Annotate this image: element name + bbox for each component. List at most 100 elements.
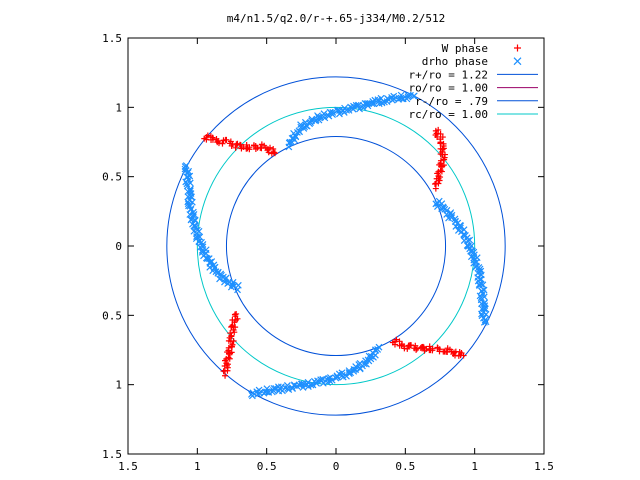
w-phase-point [429, 345, 436, 352]
w-phase-point [230, 337, 237, 344]
w-phase-point [228, 323, 235, 330]
w-phase-point [391, 341, 398, 348]
y-tick-label: 1 [115, 101, 122, 114]
drho-phase-point [293, 129, 301, 136]
w-phase-point [432, 185, 439, 192]
drho-phase-point [334, 106, 342, 114]
drho-phase-point [186, 202, 194, 210]
w-phase-point [437, 136, 444, 143]
w-phase-point [443, 348, 450, 355]
y-tick-label: 1.5 [102, 32, 122, 45]
drho-phase-point [285, 386, 293, 394]
legend-label: r+/ro = 1.22 [409, 68, 488, 81]
drho-phase-point [182, 178, 190, 186]
drho-phase-point [210, 261, 218, 269]
legend-label: r-/ro = .79 [415, 95, 488, 108]
w-phase-point [231, 329, 238, 336]
w-phase-point [228, 349, 235, 356]
w-phase-point [440, 162, 447, 169]
drho-phase-point [216, 275, 224, 283]
legend-label: rc/ro = 1.00 [409, 108, 488, 121]
w-phase-point [270, 145, 277, 152]
w-phase-point [227, 330, 234, 337]
w-phase-point [225, 347, 232, 354]
w-phase-point [412, 342, 419, 349]
drho-phase-point [410, 92, 418, 100]
points-layer [181, 91, 490, 400]
drho-phase-point [302, 122, 310, 130]
w-phase-point [246, 144, 253, 151]
drho-phase-point [352, 366, 360, 374]
w-phase-point [437, 160, 444, 167]
w-phase-point [209, 134, 216, 141]
drho-phase-point [320, 113, 327, 121]
drho-phase-point [466, 236, 474, 244]
drho-phase-point [397, 91, 405, 99]
circles-layer [166, 76, 506, 416]
drho-phase-point [388, 96, 396, 104]
w-phase-point [432, 127, 439, 134]
w-phase-point [229, 322, 236, 329]
w-phase-point [460, 352, 467, 359]
drho-phase-point [476, 265, 484, 273]
w-phase-point [233, 310, 240, 317]
drho-phase-point [247, 390, 255, 398]
w-phase-point [232, 144, 239, 151]
w-phase-point [413, 346, 420, 353]
x-tick-label: 1 [194, 460, 201, 473]
drho-phase-point [193, 226, 201, 234]
drho-phase-point [470, 248, 478, 256]
drho-phase-point [288, 134, 296, 142]
x-tick-label: 1.5 [118, 460, 138, 473]
drho-phase-point [185, 167, 193, 175]
w-phase-point [265, 149, 272, 156]
x-tick-label: 0.5 [395, 460, 415, 473]
y-tick-label: 0.5 [102, 171, 122, 184]
w-phase-point [436, 346, 443, 353]
w-phase-point [435, 168, 442, 175]
circle-series [225, 135, 447, 357]
drho-phase-point [363, 360, 370, 368]
drho-phase-point [187, 216, 195, 224]
legend-marker [513, 57, 522, 66]
drho-phase-point [191, 222, 199, 230]
drho-phase-point [285, 139, 293, 147]
w-phase-point [431, 181, 438, 188]
drho-phase-point [348, 104, 356, 112]
y-tick-label: 1 [115, 379, 122, 392]
drho-phase-point [478, 312, 486, 320]
drho-phase-point [329, 108, 337, 116]
w-phase-point [407, 342, 414, 349]
w-phase-point [220, 368, 227, 375]
drho-phase-point [306, 120, 314, 128]
drho-phase-point [198, 248, 206, 256]
drho-phase-point [309, 381, 317, 389]
y-tick-label: 0 [115, 240, 122, 253]
drho-phase-point [482, 318, 490, 326]
drho-phase-point [480, 299, 488, 307]
w-phase-point [257, 144, 264, 151]
drho-phase-point [390, 92, 398, 100]
drho-phase-point [434, 203, 441, 210]
chart-title: m4/n1.5/q2.0/r-+.65-j334/M0.2/512 [227, 12, 446, 25]
w-phase-point [451, 349, 458, 356]
w-phase-point [420, 343, 427, 350]
drho-phase-point [290, 381, 298, 389]
drho-phase-point [205, 255, 213, 262]
x-tick-label: 1.5 [534, 460, 554, 473]
drho-phase-point [269, 387, 277, 394]
x-tick-label: 0.5 [257, 460, 277, 473]
drho-phase-point [477, 294, 485, 302]
drho-phase-point [198, 238, 205, 246]
drho-phase-point [199, 243, 207, 251]
legend-marker [514, 44, 521, 52]
legend-label: W phase [442, 42, 488, 55]
legend-label: drho phase [422, 55, 488, 68]
w-phase-point [423, 345, 430, 352]
x-tick-label: 0 [333, 460, 340, 473]
ticks-layer: 1.5 1 0.5 0 0.5 1 1.51.510.500.511.5 [102, 32, 554, 473]
drho-phase-point [333, 373, 341, 381]
circle-series [196, 106, 476, 386]
